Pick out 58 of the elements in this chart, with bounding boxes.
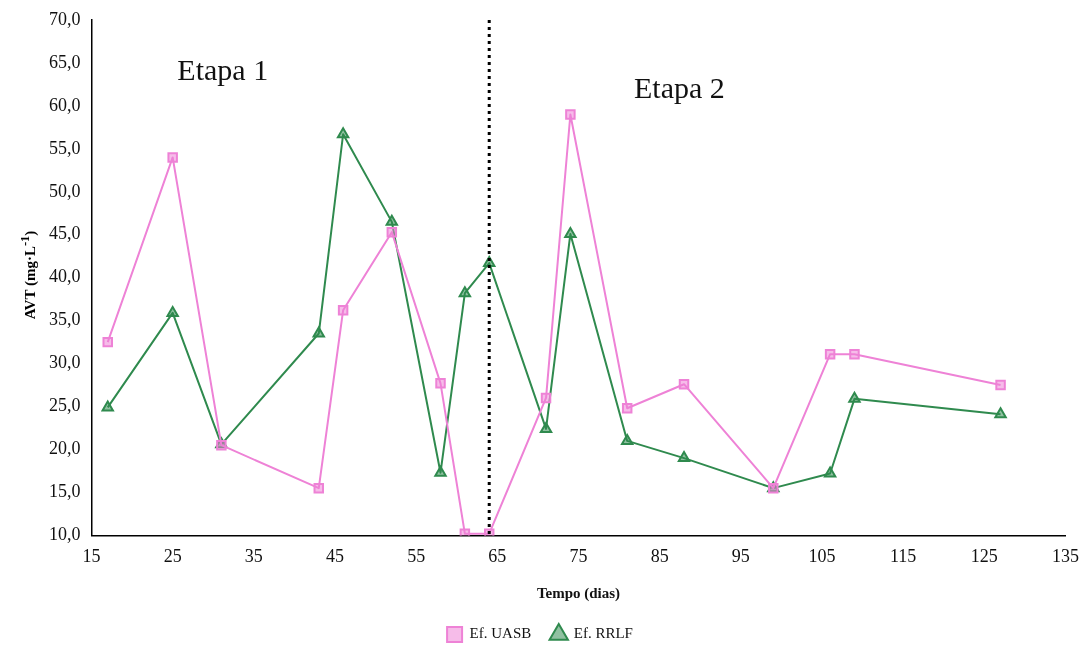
point bbox=[313, 482, 325, 494]
point bbox=[678, 378, 690, 390]
x-tick-label: 105 bbox=[808, 545, 836, 566]
y-tick-label: 55,0 bbox=[49, 137, 81, 158]
x-tick-label: 135 bbox=[1052, 545, 1079, 566]
point bbox=[621, 403, 633, 414]
point bbox=[849, 348, 860, 360]
x-tick-label: 125 bbox=[970, 545, 998, 566]
legend-label: Ef. RRLF bbox=[573, 625, 633, 642]
point bbox=[994, 407, 1007, 419]
annotation: Etapa 1 bbox=[177, 52, 269, 86]
point bbox=[434, 465, 447, 477]
x-axis-title: Tempo (dias) bbox=[536, 584, 621, 602]
point bbox=[539, 421, 553, 433]
y-tick-label: 50,0 bbox=[49, 180, 81, 201]
y-tick-label: 15,0 bbox=[49, 481, 81, 502]
point bbox=[337, 305, 349, 316]
point bbox=[848, 391, 861, 403]
x-tick-label: 15 bbox=[82, 545, 101, 566]
x-tick-label: 95 bbox=[731, 545, 750, 566]
x-tick-label: 35 bbox=[244, 545, 263, 566]
point bbox=[101, 400, 114, 412]
point bbox=[564, 226, 577, 238]
point bbox=[435, 378, 446, 389]
y-tick-label: 70,0 bbox=[49, 8, 81, 29]
x-tick-label: 85 bbox=[650, 545, 669, 566]
point bbox=[312, 326, 325, 338]
point bbox=[677, 451, 691, 463]
y-tick-label: 25,0 bbox=[49, 395, 81, 416]
point bbox=[995, 379, 1006, 391]
x-tick-label: 65 bbox=[488, 545, 507, 566]
point bbox=[386, 226, 398, 238]
y-tick-label: 45,0 bbox=[49, 223, 81, 244]
point bbox=[458, 286, 472, 298]
x-tick-label: 45 bbox=[326, 545, 344, 566]
x-tick-label: 75 bbox=[569, 545, 588, 566]
point bbox=[167, 152, 178, 163]
x-tick-label: 25 bbox=[163, 545, 182, 566]
y-tick-label: 40,0 bbox=[49, 266, 81, 287]
y-tick-label: 65,0 bbox=[49, 51, 81, 72]
y-tick-label: 35,0 bbox=[49, 309, 81, 330]
y-tick-label: 10,0 bbox=[49, 524, 81, 545]
y-tick-label: 20,0 bbox=[49, 438, 81, 459]
point bbox=[823, 466, 837, 478]
y-tick-label: 60,0 bbox=[49, 94, 81, 115]
y-tick-label: 30,0 bbox=[49, 352, 81, 373]
point bbox=[824, 348, 836, 360]
point bbox=[166, 305, 179, 317]
x-tick-label: 55 bbox=[407, 545, 426, 566]
point bbox=[385, 214, 399, 226]
point bbox=[336, 127, 350, 139]
x-tick-label: 115 bbox=[889, 545, 917, 566]
point bbox=[102, 336, 113, 348]
point bbox=[540, 392, 552, 404]
legend-label: Ef. UASB bbox=[469, 625, 532, 642]
point bbox=[565, 109, 576, 120]
annotation: Etapa 2 bbox=[633, 70, 725, 104]
point bbox=[621, 433, 634, 445]
